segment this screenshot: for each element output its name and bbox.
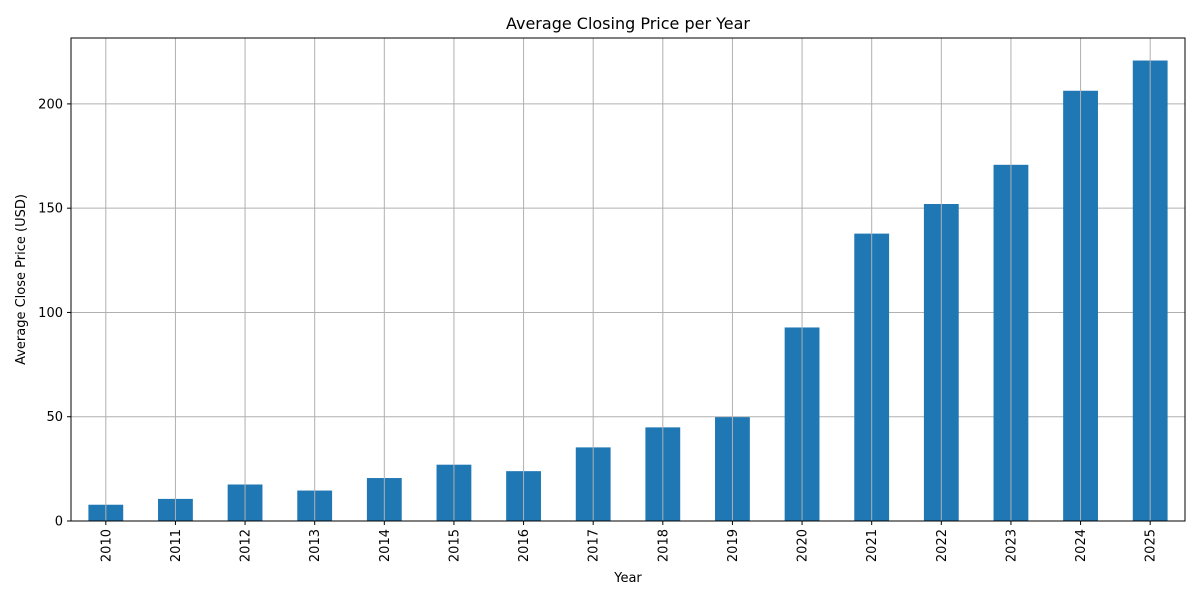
bars-layer	[88, 60, 1168, 522]
chart-title: Average Closing Price per Year	[506, 14, 750, 33]
y-tick-label: 200	[38, 97, 63, 112]
grid-x-layer	[105, 38, 1151, 521]
x-tick-label: 2022	[935, 529, 950, 562]
x-tick-label: 2011	[169, 529, 184, 562]
x-tick-label: 2012	[239, 529, 254, 562]
x-tick-label: 2021	[865, 529, 880, 562]
x-tick-label: 2020	[796, 529, 811, 562]
x-tick-label: 2015	[447, 529, 462, 562]
y-ticks: 0 50 100 150 200	[38, 97, 71, 530]
x-tick-label: 2013	[308, 529, 323, 562]
plot-frame	[70, 37, 1186, 522]
x-tick-label: 2010	[99, 529, 114, 562]
x-tick-label: 2024	[1074, 529, 1089, 562]
x-tick-label: 2023	[1004, 529, 1019, 562]
y-tick-label: 150	[38, 202, 63, 217]
x-tick-label: 2025	[1144, 529, 1159, 562]
y-tick-label: 100	[38, 306, 63, 321]
x-tick-label: 2019	[726, 529, 741, 562]
x-axis-label: Year	[613, 571, 642, 586]
x-tick-label: 2016	[517, 529, 532, 562]
y-axis-label: Average Close Price (USD)	[14, 194, 29, 365]
x-ticks: 2010 2011 2012 2013 2014 2015 2016 2017 2018 2019…	[99, 521, 1159, 562]
x-tick-label: 2017	[587, 529, 602, 562]
y-tick-label: 50	[46, 410, 63, 425]
x-tick-label: 2018	[656, 529, 671, 562]
y-tick-label: 0	[55, 515, 63, 530]
x-tick-label: 2014	[378, 529, 393, 562]
